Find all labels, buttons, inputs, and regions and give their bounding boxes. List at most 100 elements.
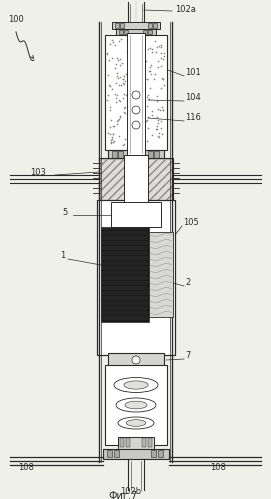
Point xyxy=(117,132,121,140)
Text: 116: 116 xyxy=(185,113,201,122)
Point xyxy=(122,90,126,98)
Text: 102b: 102b xyxy=(120,487,141,496)
Point xyxy=(145,75,149,83)
Point xyxy=(154,125,158,133)
Point xyxy=(112,137,116,145)
Point xyxy=(155,132,160,140)
Ellipse shape xyxy=(126,420,146,426)
Bar xyxy=(151,450,156,457)
Point xyxy=(158,106,162,114)
Point xyxy=(123,108,128,116)
Point xyxy=(144,57,149,65)
Point xyxy=(115,91,120,99)
Bar xyxy=(127,33,145,155)
Point xyxy=(161,55,165,63)
Bar xyxy=(148,438,152,447)
Bar xyxy=(126,438,130,447)
Point xyxy=(121,80,126,88)
Point xyxy=(120,94,125,102)
Ellipse shape xyxy=(125,401,147,409)
Point xyxy=(107,56,111,64)
Point xyxy=(120,59,124,67)
Text: 108: 108 xyxy=(18,463,34,472)
Point xyxy=(160,130,164,138)
Bar xyxy=(158,450,163,457)
Point xyxy=(159,41,163,49)
Point xyxy=(117,55,122,63)
Point xyxy=(150,131,154,139)
Point xyxy=(150,44,154,52)
Bar xyxy=(97,200,175,355)
Point xyxy=(149,70,153,78)
Point xyxy=(117,115,121,123)
Point xyxy=(116,73,120,81)
Point xyxy=(117,81,121,89)
Point xyxy=(107,81,111,89)
Point xyxy=(159,124,163,132)
Bar xyxy=(112,22,160,29)
Ellipse shape xyxy=(124,381,148,389)
Point xyxy=(148,44,152,52)
Point xyxy=(108,82,112,90)
Point xyxy=(109,138,114,146)
Point xyxy=(150,48,154,56)
Point xyxy=(116,116,120,124)
Ellipse shape xyxy=(116,398,156,412)
Point xyxy=(161,106,166,114)
Text: 1: 1 xyxy=(60,251,65,260)
Point xyxy=(155,92,159,100)
Point xyxy=(118,80,123,88)
Point xyxy=(105,129,110,137)
Point xyxy=(124,91,129,99)
Bar xyxy=(146,159,172,202)
Point xyxy=(150,107,154,115)
Text: 104: 104 xyxy=(185,93,201,102)
Point xyxy=(117,96,121,104)
Point xyxy=(106,91,110,99)
Point xyxy=(147,67,152,75)
Point xyxy=(159,54,163,62)
Point xyxy=(155,125,159,133)
Point xyxy=(157,42,161,50)
Text: Фиг.7: Фиг.7 xyxy=(108,491,137,499)
Point xyxy=(145,137,149,145)
Point xyxy=(110,85,114,93)
Point xyxy=(114,60,118,68)
Point xyxy=(109,116,113,124)
Point xyxy=(156,57,160,65)
Text: 103: 103 xyxy=(30,168,46,177)
Point xyxy=(156,119,160,127)
Point xyxy=(116,56,121,64)
Point xyxy=(159,43,164,51)
Point xyxy=(111,122,115,130)
Point xyxy=(147,84,152,92)
Point xyxy=(117,73,122,81)
Point xyxy=(146,113,150,121)
Bar xyxy=(107,450,112,457)
Bar xyxy=(148,30,152,34)
Text: 102a: 102a xyxy=(175,5,196,14)
Point xyxy=(105,96,109,104)
Point xyxy=(144,117,149,125)
Bar xyxy=(108,150,164,160)
Point xyxy=(146,90,151,98)
Point xyxy=(156,129,161,137)
Ellipse shape xyxy=(114,378,158,393)
Point xyxy=(144,93,149,101)
Point xyxy=(156,116,160,124)
Circle shape xyxy=(132,356,140,364)
Bar xyxy=(144,36,166,149)
Bar xyxy=(105,365,167,445)
Bar xyxy=(124,155,148,205)
Bar xyxy=(124,30,128,34)
Point xyxy=(147,95,152,103)
Point xyxy=(155,43,159,51)
Text: 105: 105 xyxy=(183,218,199,227)
Text: 5: 5 xyxy=(62,208,67,217)
Point xyxy=(106,71,110,79)
Point xyxy=(108,103,112,111)
Point xyxy=(108,130,112,138)
Circle shape xyxy=(132,106,140,114)
Point xyxy=(147,67,151,75)
Circle shape xyxy=(132,121,140,129)
